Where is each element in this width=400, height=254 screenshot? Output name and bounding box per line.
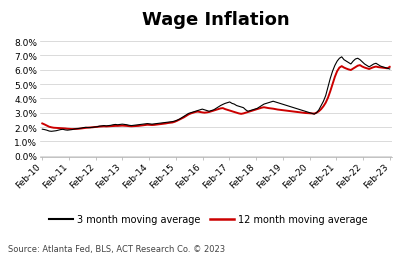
Text: Source: Atlanta Fed, BLS, ACT Research Co. © 2023: Source: Atlanta Fed, BLS, ACT Research C… bbox=[8, 244, 225, 253]
Legend: 3 month moving average, 12 month moving average: 3 month moving average, 12 month moving … bbox=[45, 211, 372, 228]
Title: Wage Inflation: Wage Inflation bbox=[142, 11, 290, 29]
